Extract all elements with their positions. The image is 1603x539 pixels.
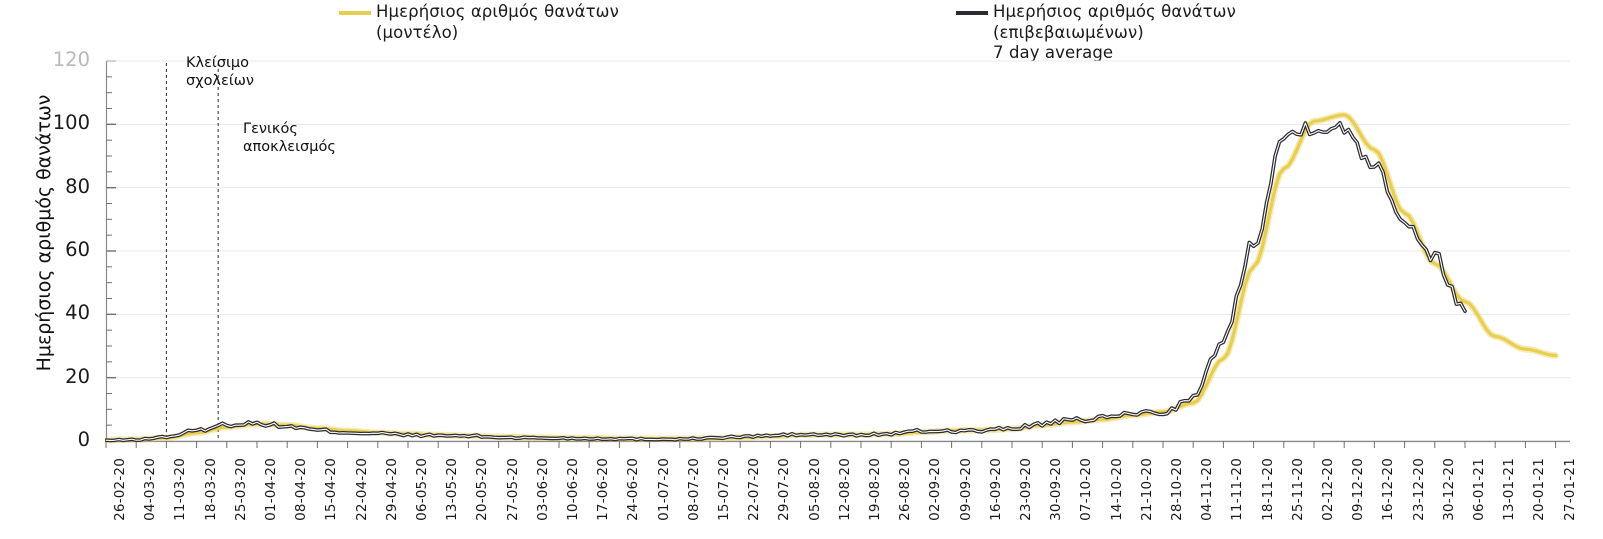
legend-item-model[interactable]: Ημερήσιος αριθμός θανάτων (μοντέλο): [339, 2, 619, 43]
legend-label-confirmed: Ημερήσιος αριθμός θανάτων (επιβεβαιωμένω…: [993, 2, 1236, 62]
x-tick-06-05-20: 06-05-20: [414, 458, 430, 521]
x-tick-02-12-20: 02-12-20: [1320, 458, 1336, 521]
y-tick-20: 20: [65, 364, 90, 388]
annotation-general-lockdown: Γενικός αποκλεισμός: [243, 121, 336, 155]
x-tick-20-01-21: 20-01-21: [1531, 458, 1548, 521]
x-tick-05-08-20: 05-08-20: [806, 458, 823, 521]
plot-area: [105, 40, 1570, 462]
x-tick-27-01-21: 27-01-21: [1561, 458, 1578, 521]
x-tick-08-07-20: 08-07-20: [685, 458, 702, 521]
x-tick-19-08-20: 19-08-20: [867, 458, 883, 521]
x-tick-30-12-20: 30-12-20: [1440, 458, 1457, 521]
x-tick-20-05-20: 20-05-20: [474, 458, 491, 521]
legend-swatch-confirmed: [956, 11, 988, 15]
x-tick-04-03-20: 04-03-20: [142, 458, 159, 521]
y-tick-0: 0: [77, 428, 90, 451]
x-tick-14-10-20: 14-10-20: [1108, 458, 1125, 521]
x-tick-17-06-20: 17-06-20: [595, 458, 612, 521]
x-tick-12-08-20: 12-08-20: [836, 458, 853, 521]
x-tick-06-01-21: 06-01-21: [1471, 458, 1487, 521]
x-tick-22-04-20: 22-04-20: [353, 458, 370, 521]
x-tick-25-11-20: 25-11-20: [1289, 458, 1306, 521]
x-tick-09-09-20: 09-09-20: [957, 458, 974, 521]
y-axis-tick-labels: 0 20 40 60 80 100 120: [34, 0, 90, 539]
y-tick-40: 40: [65, 301, 90, 325]
x-tick-09-12-20: 09-12-20: [1350, 458, 1367, 521]
x-tick-18-03-20: 18-03-20: [202, 458, 219, 521]
x-tick-10-06-20: 10-06-20: [565, 458, 581, 521]
annotation-school-closure: Κλείσιμο σχολείων: [186, 55, 255, 89]
x-tick-23-09-20: 23-09-20: [1018, 458, 1034, 521]
x-tick-16-09-20: 16-09-20: [987, 458, 1004, 521]
y-tick-120: 120: [52, 48, 90, 71]
x-tick-13-01-21: 13-01-21: [1501, 458, 1518, 521]
y-tick-100: 100: [52, 111, 90, 135]
y-tick-60: 60: [65, 238, 90, 261]
x-tick-28-10-20: 28-10-20: [1169, 458, 1185, 521]
x-tick-08-04-20: 08-04-20: [293, 458, 310, 521]
x-tick-02-09-20: 02-09-20: [927, 458, 944, 521]
chart-canvas: [105, 60, 1570, 448]
legend-item-confirmed[interactable]: Ημερήσιος αριθμός θανάτων (επιβεβαιωμένω…: [956, 2, 1236, 64]
x-tick-23-12-20: 23-12-20: [1410, 458, 1427, 521]
x-tick-01-04-20: 01-04-20: [263, 458, 279, 521]
x-tick-26-08-20: 26-08-20: [897, 458, 914, 521]
x-tick-22-07-20: 22-07-20: [746, 458, 763, 521]
x-tick-07-10-20: 07-10-20: [1078, 458, 1095, 521]
x-tick-29-07-20: 29-07-20: [776, 458, 793, 521]
x-tick-18-11-20: 18-11-20: [1259, 458, 1276, 521]
x-tick-29-04-20: 29-04-20: [383, 458, 400, 521]
x-tick-15-07-20: 15-07-20: [716, 458, 732, 521]
x-tick-30-09-20: 30-09-20: [1048, 458, 1065, 521]
x-tick-24-06-20: 24-06-20: [625, 458, 642, 521]
x-tick-25-03-20: 25-03-20: [232, 458, 249, 521]
x-tick-01-07-20: 01-07-20: [655, 458, 672, 521]
x-tick-27-05-20: 27-05-20: [504, 458, 521, 521]
x-tick-15-04-20: 15-04-20: [323, 458, 340, 521]
x-tick-21-10-20: 21-10-20: [1138, 458, 1155, 521]
x-tick-11-11-20: 11-11-20: [1229, 458, 1246, 521]
x-tick-04-11-20: 04-11-20: [1199, 458, 1216, 521]
x-tick-26-02-20: 26-02-20: [112, 458, 128, 521]
series-line-confirmed-core: [105, 122, 1466, 441]
legend-label-model: Ημερήσιος αριθμός θανάτων (μοντέλο): [376, 2, 619, 42]
x-tick-13-05-20: 13-05-20: [444, 458, 461, 521]
y-tick-80: 80: [65, 174, 90, 198]
x-tick-03-06-20: 03-06-20: [534, 458, 551, 521]
legend-swatch-model: [339, 11, 371, 15]
x-tick-16-12-20: 16-12-20: [1380, 458, 1397, 521]
x-tick-11-03-20: 11-03-20: [172, 458, 189, 521]
